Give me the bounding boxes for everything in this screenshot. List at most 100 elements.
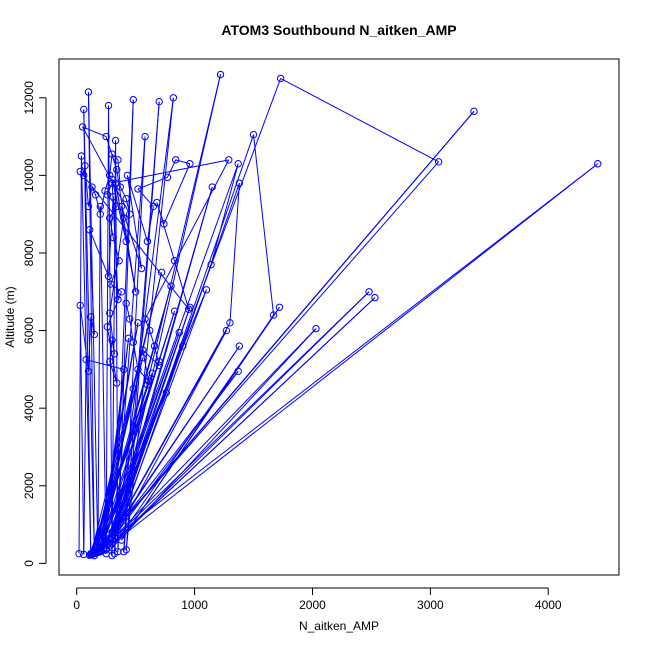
data-point (120, 214, 128, 222)
data-point (235, 179, 244, 187)
data-point (117, 288, 126, 296)
y-tick-label: 0 (22, 560, 36, 567)
data-point (111, 136, 120, 145)
series-segment (142, 349, 150, 382)
y-tick-label: 12000 (22, 81, 36, 115)
data-point (234, 160, 242, 168)
y-tick-label: 2000 (22, 472, 36, 499)
data-point (90, 330, 99, 339)
series-segment (83, 109, 92, 554)
data-point (102, 132, 110, 141)
x-tick-label: 3000 (417, 598, 444, 612)
series-segment (117, 330, 227, 533)
data-point (113, 165, 121, 174)
series-segment (106, 291, 122, 327)
series-segment (156, 202, 176, 261)
series-segment (79, 305, 89, 372)
data-point (84, 88, 93, 96)
y-axis: 0 2000 4000 6000 8000 10000 12000 (22, 81, 47, 567)
series-segment (90, 272, 163, 555)
series-segment (229, 183, 240, 323)
x-tick-label: 2000 (299, 598, 326, 612)
series-segment (174, 260, 190, 310)
data-point (160, 220, 168, 228)
series-segment (115, 330, 227, 529)
data-point (108, 150, 116, 158)
series-segment (109, 217, 125, 314)
data-point (216, 70, 225, 79)
series-segment (105, 297, 376, 551)
data-point (75, 549, 83, 558)
series-segment (79, 171, 85, 176)
series-segment (108, 196, 114, 277)
data-point (208, 183, 216, 191)
series-segment (137, 369, 149, 382)
series-segment (119, 186, 127, 199)
series-segment (85, 359, 124, 370)
data-point (115, 257, 123, 265)
series-segment (99, 163, 239, 549)
series-group (75, 70, 602, 560)
data-point (105, 171, 114, 180)
series-segment (121, 314, 274, 541)
data-point (108, 551, 116, 560)
data-point (172, 156, 180, 164)
series-segment (106, 326, 118, 384)
series-segment (109, 206, 118, 219)
series-segment (109, 361, 118, 384)
data-point (105, 214, 114, 222)
data-point (162, 388, 170, 397)
data-point (105, 309, 114, 317)
y-tick-label: 4000 (22, 395, 36, 422)
data-point (114, 528, 122, 537)
y-axis-label: Altitude (m) (3, 286, 17, 347)
data-point (76, 301, 84, 310)
data-point (163, 173, 172, 182)
plot-frame (58, 58, 620, 576)
series-segment (121, 206, 143, 269)
series-segment (87, 91, 95, 556)
series-segment (99, 111, 475, 549)
data-point (114, 295, 122, 304)
data-point (202, 286, 211, 294)
data-point (120, 548, 128, 556)
data-point (312, 324, 320, 333)
data-point (88, 183, 96, 191)
series-segment (111, 163, 599, 545)
data-point (114, 522, 122, 531)
data-point (122, 237, 130, 246)
data-point (186, 303, 194, 312)
series-segment (87, 91, 99, 552)
data-point (186, 160, 194, 168)
data-point (80, 105, 88, 114)
x-axis: 0 1000 2000 3000 4000 (73, 587, 562, 612)
series-segment (99, 291, 370, 553)
data-point (85, 226, 94, 234)
series-segment (82, 126, 131, 215)
data-point (87, 313, 95, 321)
series-segment (110, 283, 122, 293)
data-point (276, 74, 285, 83)
series-segment (87, 316, 92, 372)
x-tick-label: 0 (73, 598, 80, 612)
series-segment (97, 311, 176, 553)
series-segment (137, 176, 168, 190)
series-segment (98, 322, 139, 552)
data-point (102, 536, 110, 544)
series-segment (163, 163, 191, 225)
series-segment (106, 194, 118, 207)
series-segment (91, 186, 97, 195)
data-point (123, 171, 132, 180)
series-segment (125, 303, 131, 320)
data-point (80, 550, 88, 559)
data-point (143, 237, 152, 246)
series-segment (111, 153, 119, 161)
data-point (84, 202, 93, 211)
data-point (134, 365, 142, 374)
data-point (120, 365, 128, 374)
data-point (117, 536, 126, 544)
series-segment (97, 206, 101, 552)
data-point (101, 187, 109, 195)
series-segment (103, 369, 125, 551)
data-point (155, 97, 163, 106)
